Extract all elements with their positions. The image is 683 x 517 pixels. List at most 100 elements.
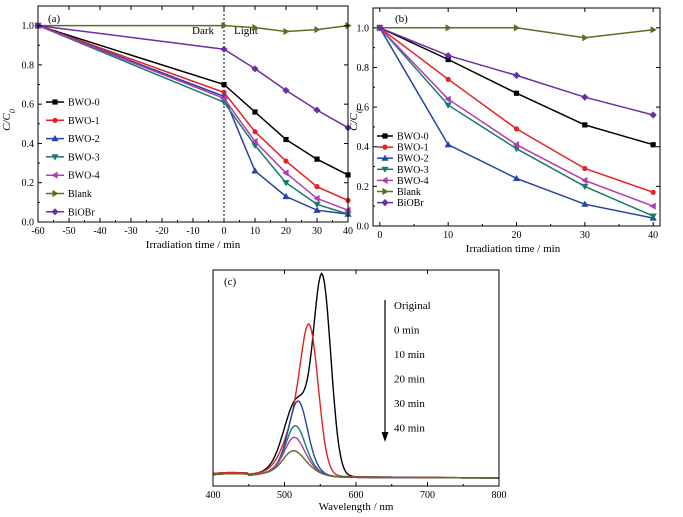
- panel-a-data-point: [313, 106, 321, 114]
- panel-a-y-tick-label: 0.4: [22, 139, 35, 150]
- panel-c-time-label: 20 min: [394, 374, 425, 386]
- panel-b-data-point: [650, 189, 656, 195]
- panel-b-data-point: [581, 183, 589, 190]
- panel-b-data-point: [513, 24, 521, 32]
- panel-a-x-tick-label: -60: [31, 226, 44, 237]
- panel-c-x-tick-label: 500: [277, 490, 292, 501]
- panel-a-x-tick-label: 20: [281, 226, 291, 237]
- panel-b-legend-marker: [382, 144, 388, 150]
- panel-b-legend-marker: [382, 187, 389, 196]
- panel-b-legend-marker: [381, 199, 389, 207]
- panel-a-xlabel: Irradiation time / min: [146, 239, 241, 251]
- panel-a-series-line-bwo-2: [37, 24, 349, 215]
- panel-a-data-point: [313, 206, 321, 213]
- panel-c-spectrum-30-min: [212, 436, 499, 479]
- panel-b-data-point: [444, 102, 452, 109]
- panel-b-data-point: [582, 122, 588, 128]
- panel-b-data-point: [581, 93, 589, 101]
- panel-a-data-point: [314, 184, 320, 190]
- panel-b-legend-label: Blank: [397, 187, 421, 198]
- panel-b-data-point: [649, 111, 657, 119]
- panel-c-x-tick-label: 600: [349, 490, 364, 501]
- panel-b-data-point: [513, 126, 520, 132]
- panel-c-time-label: Original: [394, 300, 431, 312]
- panel-a-data-point: [313, 194, 320, 203]
- panel-b-legend-marker: [381, 154, 389, 161]
- panel-c-time-label: 40 min: [394, 423, 425, 435]
- panel-b-legend-marker: [381, 176, 388, 184]
- panel-c-time-label: 10 min: [394, 349, 425, 361]
- panel-a-data-point: [282, 180, 290, 187]
- panel-b-data-point: [582, 165, 588, 172]
- panel-b-y-tick-label: 0.6: [357, 103, 370, 114]
- panel-a-label: (a): [48, 13, 61, 25]
- panel-a-legend-label: BWO-3: [68, 152, 100, 163]
- panel-c-spectrum-0-min: [212, 322, 499, 479]
- panel-a-data-point: [314, 156, 320, 162]
- panel-c-spectrum-20-min: [212, 424, 499, 479]
- panel-b-y-tick-label: 0.0: [357, 222, 370, 233]
- panel-a-legend: BWO-0 BWO-1 BWO-2 BWO-3 BWO-4 Blank BiOBr: [46, 98, 100, 218]
- panel-c-spectrum-original: [212, 272, 499, 479]
- panel-a-x-tick-label: -40: [93, 226, 106, 237]
- panel-b-data-point: [376, 24, 384, 32]
- panel-a-legend-label: BWO-4: [68, 171, 100, 182]
- panel-b-x-tick-label: 40: [648, 230, 658, 241]
- panel-a-data-point: [251, 65, 259, 73]
- panel-c-spectrum-10-min: [212, 400, 499, 479]
- panel-b: (b) BWO-0BWO-1BWO-2BWO-3BWO-4BlankBiOBr …: [348, 7, 661, 255]
- panel-c-x-tick-label: 400: [206, 490, 221, 501]
- dark-label: Dark: [192, 25, 214, 37]
- panel-a-data-point: [221, 22, 228, 30]
- panel-a-y-tick-label: 0.2: [22, 178, 35, 189]
- panel-b-data-point: [512, 174, 521, 182]
- panel-a-x-tick-label: 0: [222, 226, 227, 237]
- panel-a-series-line-bwo-3: [37, 24, 349, 215]
- panel-c-x-tick-label: 700: [420, 490, 435, 501]
- panel-c-spectrum-40-min: [212, 449, 499, 479]
- panel-a-legend-marker: [52, 189, 59, 198]
- panel-b-y-tick-label: 0.4: [357, 142, 370, 153]
- panel-b-y-tick-label: 0.2: [357, 182, 370, 193]
- panel-a-data-point: [221, 81, 227, 88]
- panel-b-xlabel: Irradiation time / min: [466, 243, 561, 255]
- panel-a-data-point: [283, 158, 289, 164]
- panel-b-data-point: [444, 141, 452, 148]
- panel-b-data-point: [512, 141, 520, 149]
- panel-a-legend-label: BiOBr: [68, 207, 95, 218]
- panel-b-legend-marker: [382, 133, 388, 139]
- panel-b-legend-label: BWO-2: [397, 154, 429, 165]
- panel-a-series-line-bwo-1: [37, 24, 349, 202]
- panel-b-x-tick-label: 0: [377, 230, 382, 241]
- panel-b-x-tick-label: 20: [512, 230, 522, 241]
- panel-b-data-point: [581, 176, 588, 185]
- panel-a-data-point: [313, 201, 321, 208]
- panel-c-annotations: Original 0 min 10 min 20 min 30 min 40 min: [381, 300, 431, 442]
- panel-c-xlabel: Wavelength / nm: [319, 501, 394, 513]
- panel-a-data-point: [252, 109, 258, 115]
- panel-b-x-tick-label: 30: [580, 230, 590, 241]
- panel-a-data-point: [220, 45, 228, 53]
- panel-a-data-point: [283, 136, 289, 143]
- panel-a-data-point: [282, 86, 290, 95]
- panel-b-y-tick-label: 1.0: [357, 23, 370, 34]
- panel-a-legend-marker: [52, 99, 58, 105]
- panel-a: (a) Dark Light BWO-0BWO-1BWO-2BWO-3BWO-4B…: [1, 5, 353, 251]
- panel-b-data-point: [444, 51, 452, 60]
- panel-b-ylabel: C/C0: [348, 109, 364, 131]
- panel-b-legend-label: BWO-4: [397, 176, 429, 187]
- panel-a-ylabel: C/C0: [1, 109, 17, 131]
- panel-c-plot-frame: [212, 269, 500, 487]
- panel-b-legend-marker: [381, 166, 389, 173]
- panel-b-y-tick-label: 0.8: [357, 63, 370, 74]
- panel-a-legend-label: BWO-1: [68, 116, 100, 127]
- panel-a-legend-marker: [52, 117, 58, 123]
- panel-a-data-point: [251, 137, 258, 146]
- panel-b-data-point: [581, 200, 589, 207]
- panel-c-time-label: 0 min: [394, 325, 420, 337]
- panel-c-label: (c): [224, 276, 237, 288]
- panel-b-data-point: [650, 142, 656, 148]
- panel-b-legend-label: BiOBr: [397, 198, 424, 209]
- panel-a-data-point: [252, 129, 258, 135]
